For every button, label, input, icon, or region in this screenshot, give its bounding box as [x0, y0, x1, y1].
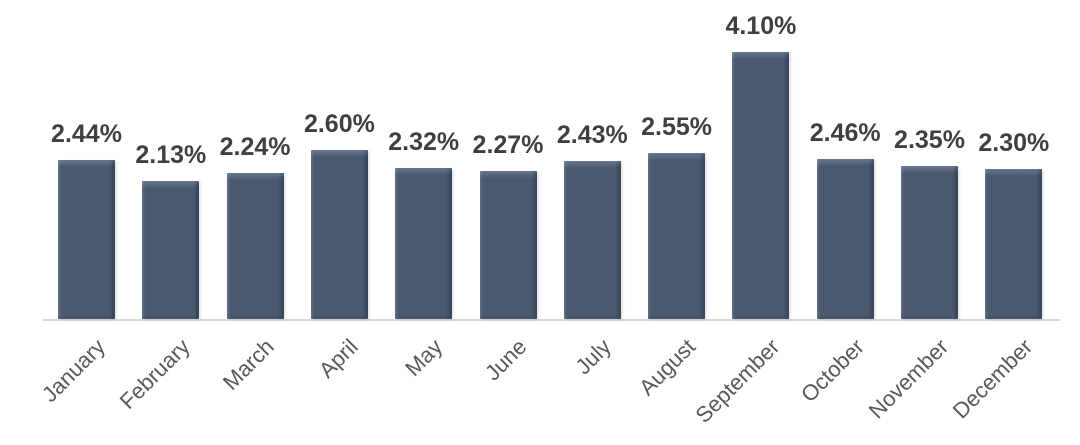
data-label-april: 2.60% — [303, 110, 375, 138]
data-label-january: 2.44% — [51, 120, 122, 148]
data-label-june: 2.27% — [472, 131, 544, 159]
x-tick-label-july: July — [570, 334, 616, 380]
bar-september — [732, 52, 790, 319]
bar-august — [648, 153, 706, 319]
data-label-february: 2.13% — [135, 141, 207, 169]
x-tick-label-march: March — [217, 334, 279, 395]
data-label-november: 2.35% — [894, 126, 965, 154]
bar-february — [142, 181, 200, 319]
x-tick-label-october: October — [795, 334, 869, 408]
x-tick-label-april: April — [314, 334, 364, 383]
data-label-december: 2.30% — [978, 129, 1050, 157]
x-tick-label-june: June — [480, 334, 532, 386]
bar-october — [816, 159, 874, 319]
data-label-august: 2.55% — [641, 113, 713, 141]
x-tick-label-september: September — [690, 334, 785, 428]
x-tick-label-november: November — [863, 334, 954, 424]
bar-march — [226, 173, 284, 319]
bar-may — [395, 168, 453, 319]
bar-july — [563, 161, 621, 319]
bar-june — [479, 171, 537, 319]
x-axis-line — [43, 319, 1060, 321]
x-tick-label-january: January — [37, 334, 111, 408]
bar-january — [58, 160, 115, 319]
x-tick-label-december: December — [948, 334, 1038, 424]
data-label-july: 2.43% — [556, 121, 628, 149]
data-label-may: 2.32% — [388, 128, 460, 156]
x-tick-label-february: February — [114, 334, 195, 414]
x-tick-label-may: May — [400, 334, 448, 382]
data-label-september: 4.10% — [725, 12, 797, 40]
bar-december — [985, 169, 1043, 319]
data-label-october: 2.46% — [809, 119, 881, 147]
bar-april — [310, 150, 368, 319]
data-label-march: 2.24% — [219, 133, 291, 161]
x-tick-label-august: August — [634, 334, 701, 401]
bar-november — [901, 166, 958, 319]
